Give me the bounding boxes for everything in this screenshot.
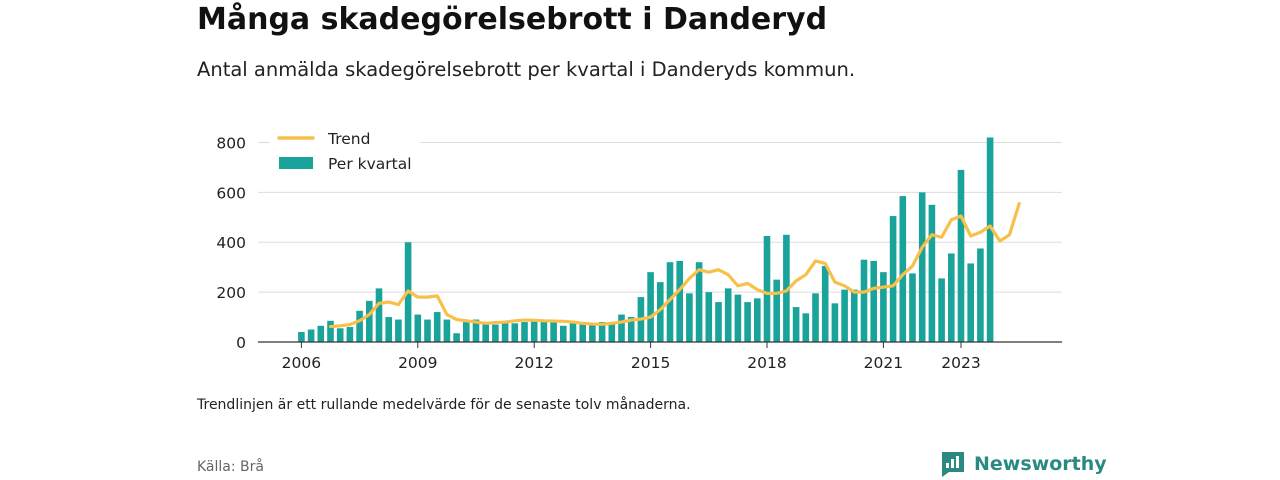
y-tick-label: 600	[216, 184, 246, 202]
bar	[715, 302, 722, 342]
source-label: Källa: Brå	[197, 459, 264, 475]
y-tick-label: 0	[236, 334, 246, 352]
x-tick-label: 2015	[631, 354, 670, 372]
bar	[938, 278, 945, 342]
chart-subtitle: Antal anmälda skadegörelsebrott per kvar…	[197, 58, 856, 81]
bar	[414, 314, 422, 342]
x-tick-label: 2023	[941, 354, 980, 372]
bar	[530, 320, 538, 342]
bar	[463, 322, 470, 342]
bar	[346, 327, 354, 342]
bar	[705, 292, 713, 342]
bar	[433, 312, 441, 342]
x-tick-label: 2012	[514, 354, 553, 372]
bar	[831, 303, 839, 342]
bar	[618, 314, 625, 342]
bar	[880, 272, 887, 342]
newsworthy-logo-icon	[942, 452, 964, 477]
bar	[744, 302, 751, 342]
bar	[366, 300, 373, 342]
bar	[841, 289, 848, 342]
bar	[511, 323, 519, 342]
bar	[298, 332, 305, 342]
x-tick-label: 2006	[282, 354, 321, 372]
bar	[889, 216, 897, 342]
bar	[627, 317, 635, 342]
bar	[802, 313, 810, 342]
bar	[521, 322, 528, 342]
y-tick-label: 200	[216, 284, 246, 302]
footnote: Trendlinjen är ett rullande medelvärde f…	[197, 397, 691, 413]
bar	[928, 204, 936, 342]
bar	[657, 282, 664, 342]
bar	[812, 293, 819, 342]
bar	[792, 307, 800, 342]
x-tick-label: 2021	[864, 354, 903, 372]
bar	[501, 322, 509, 342]
bar	[608, 322, 616, 342]
bar	[647, 272, 654, 342]
bar	[676, 260, 683, 342]
x-tick-label: 2018	[747, 354, 786, 372]
bar	[356, 310, 363, 342]
bar	[918, 192, 926, 342]
bar	[666, 262, 674, 342]
bar	[977, 248, 984, 342]
bar	[307, 329, 315, 342]
chart: 0 200 400 600 800 2006 2009 2012 2015 2018 2021 202…	[216, 126, 1062, 372]
bar	[783, 234, 790, 342]
bar	[851, 289, 858, 342]
bar	[763, 236, 771, 342]
bar	[589, 324, 596, 342]
legend-bar-label: Per kvartal	[328, 155, 412, 173]
bar	[967, 263, 974, 342]
bar	[472, 319, 480, 342]
bar	[957, 169, 965, 342]
bar	[550, 322, 557, 342]
brand-logo[interactable]: Newsworthy	[940, 450, 1107, 478]
bar	[560, 325, 567, 342]
bar	[375, 288, 383, 342]
bar	[773, 279, 780, 342]
chart-title: Många skadegörelsebrott i Danderyd	[197, 2, 828, 37]
bar	[598, 322, 606, 342]
y-tick-label: 400	[216, 234, 246, 252]
bar	[492, 324, 499, 342]
bar	[754, 298, 761, 342]
bar	[695, 262, 703, 342]
bar	[336, 328, 344, 342]
bar	[317, 325, 325, 342]
bar	[870, 260, 877, 342]
trend-line	[328, 201, 1021, 329]
bar	[948, 253, 955, 342]
brand-name: Newsworthy	[974, 453, 1107, 475]
y-tick-label: 800	[216, 134, 246, 152]
bar	[540, 320, 548, 342]
bar	[899, 196, 907, 342]
bar	[860, 259, 868, 342]
bar	[395, 319, 402, 342]
bar	[579, 324, 586, 342]
bar	[453, 333, 460, 342]
legend-trend-label: Trend	[327, 130, 370, 148]
legend-background	[270, 126, 420, 178]
bar	[443, 319, 451, 342]
bar	[424, 319, 431, 342]
x-tick-label: 2009	[398, 354, 437, 372]
bar	[734, 294, 742, 342]
bar	[724, 288, 732, 342]
bar	[482, 323, 489, 342]
bar	[821, 265, 829, 342]
bar	[686, 293, 693, 342]
bar	[909, 273, 916, 342]
bar	[385, 317, 392, 342]
bar	[569, 323, 577, 342]
bar	[327, 320, 334, 342]
bar	[986, 137, 994, 342]
legend-bar-swatch	[279, 157, 313, 169]
